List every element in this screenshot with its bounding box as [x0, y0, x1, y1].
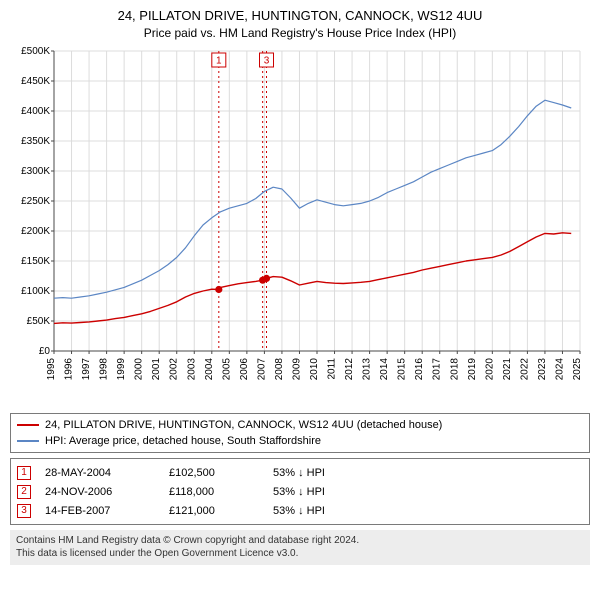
- x-tick-label: 2000: [134, 358, 145, 381]
- sale-marker-num: 1: [216, 56, 222, 67]
- x-tick-label: 2010: [309, 358, 320, 381]
- page-container: 24, PILLATON DRIVE, HUNTINGTON, CANNOCK,…: [0, 0, 600, 590]
- y-tick-label: £500K: [21, 47, 50, 57]
- x-tick-label: 2001: [151, 358, 162, 381]
- x-tick-label: 2024: [554, 358, 565, 381]
- legend: 24, PILLATON DRIVE, HUNTINGTON, CANNOCK,…: [10, 413, 590, 453]
- x-tick-label: 2008: [274, 358, 285, 381]
- title-sub: Price paid vs. HM Land Registry's House …: [10, 26, 590, 42]
- x-tick-label: 2020: [484, 358, 495, 381]
- x-tick-label: 2021: [502, 358, 513, 381]
- x-tick-label: 2007: [256, 358, 267, 381]
- sales-table: 1 28-MAY-2004 £102,500 53% ↓ HPI 2 24-NOV-200…: [10, 458, 590, 525]
- x-tick-label: 2004: [204, 358, 215, 381]
- legend-swatch: [17, 424, 39, 426]
- chart: £0 £50K £100K £150K £200K £250K £300K £350K £400…: [10, 47, 590, 409]
- x-tick-label: 2012: [344, 358, 355, 381]
- x-tick-label: 1996: [64, 358, 75, 381]
- y-tick-label: £200K: [21, 226, 50, 237]
- x-tick-label: 1995: [46, 358, 57, 381]
- x-tick-label: 2002: [169, 358, 180, 381]
- footer-line-1: Contains HM Land Registry data © Crown c…: [16, 534, 584, 547]
- x-tick-label: 2009: [291, 358, 302, 381]
- x-tick-label: 2022: [519, 358, 530, 381]
- y-tick-label: £450K: [21, 76, 50, 87]
- sale-diff: 53% ↓ HPI: [273, 467, 325, 479]
- x-tick-label: 2023: [537, 358, 548, 381]
- legend-swatch: [17, 440, 39, 442]
- x-tick-label: 2017: [432, 358, 443, 381]
- x-tick-label: 2003: [186, 358, 197, 381]
- sale-marker: 3: [17, 504, 31, 518]
- chart-titles: 24, PILLATON DRIVE, HUNTINGTON, CANNOCK,…: [10, 8, 590, 41]
- x-tick-label: 2015: [397, 358, 408, 381]
- legend-row: 24, PILLATON DRIVE, HUNTINGTON, CANNOCK,…: [17, 417, 583, 433]
- sale-row: 1 28-MAY-2004 £102,500 53% ↓ HPI: [17, 463, 583, 482]
- y-tick-label: £150K: [21, 256, 50, 267]
- x-tick-label: 1998: [99, 358, 110, 381]
- sale-diff: 53% ↓ HPI: [273, 486, 325, 498]
- y-tick-label: £350K: [21, 136, 50, 147]
- x-tick-label: 1999: [116, 358, 127, 381]
- x-tick-label: 2018: [449, 358, 460, 381]
- x-tick-label: 2013: [362, 358, 373, 381]
- sale-dot: [215, 286, 222, 293]
- legend-text: HPI: Average price, detached house, Sout…: [45, 435, 321, 447]
- x-tick-label: 2014: [379, 358, 390, 381]
- x-tick-label: 2006: [239, 358, 250, 381]
- x-tick-label: 1997: [81, 358, 92, 381]
- x-tick-label: 2005: [221, 358, 232, 381]
- sale-dot: [263, 275, 270, 282]
- x-tick-label: 2019: [467, 358, 478, 381]
- legend-row: HPI: Average price, detached house, Sout…: [17, 433, 583, 449]
- sale-marker-num: 3: [264, 56, 270, 67]
- y-tick-label: £0: [39, 346, 51, 357]
- y-tick-label: £250K: [21, 196, 50, 207]
- sale-price: £102,500: [169, 467, 259, 479]
- chart-svg: £0 £50K £100K £150K £200K £250K £300K £350K £400…: [10, 47, 590, 409]
- y-tick-label: £300K: [21, 166, 50, 177]
- sale-marker: 2: [17, 485, 31, 499]
- sale-marker: 1: [17, 466, 31, 480]
- x-tick-label: 2011: [327, 358, 338, 380]
- sale-row: 3 14-FEB-2007 £121,000 53% ↓ HPI: [17, 501, 583, 520]
- legend-text: 24, PILLATON DRIVE, HUNTINGTON, CANNOCK,…: [45, 419, 442, 431]
- sale-date: 24-NOV-2006: [45, 486, 155, 498]
- y-tick-label: £50K: [27, 316, 51, 327]
- footer-line-2: This data is licensed under the Open Gov…: [16, 547, 584, 560]
- y-tick-label: £400K: [21, 106, 50, 117]
- x-tick-label: 2016: [414, 358, 425, 381]
- sale-price: £121,000: [169, 505, 259, 517]
- x-tick-label: 2025: [572, 358, 583, 381]
- sale-date: 14-FEB-2007: [45, 505, 155, 517]
- y-tick-label: £100K: [21, 286, 50, 297]
- footer: Contains HM Land Registry data © Crown c…: [10, 530, 590, 565]
- sale-diff: 53% ↓ HPI: [273, 505, 325, 517]
- sale-date: 28-MAY-2004: [45, 467, 155, 479]
- title-main: 24, PILLATON DRIVE, HUNTINGTON, CANNOCK,…: [10, 8, 590, 25]
- sale-row: 2 24-NOV-2006 £118,000 53% ↓ HPI: [17, 482, 583, 501]
- sale-price: £118,000: [169, 486, 259, 498]
